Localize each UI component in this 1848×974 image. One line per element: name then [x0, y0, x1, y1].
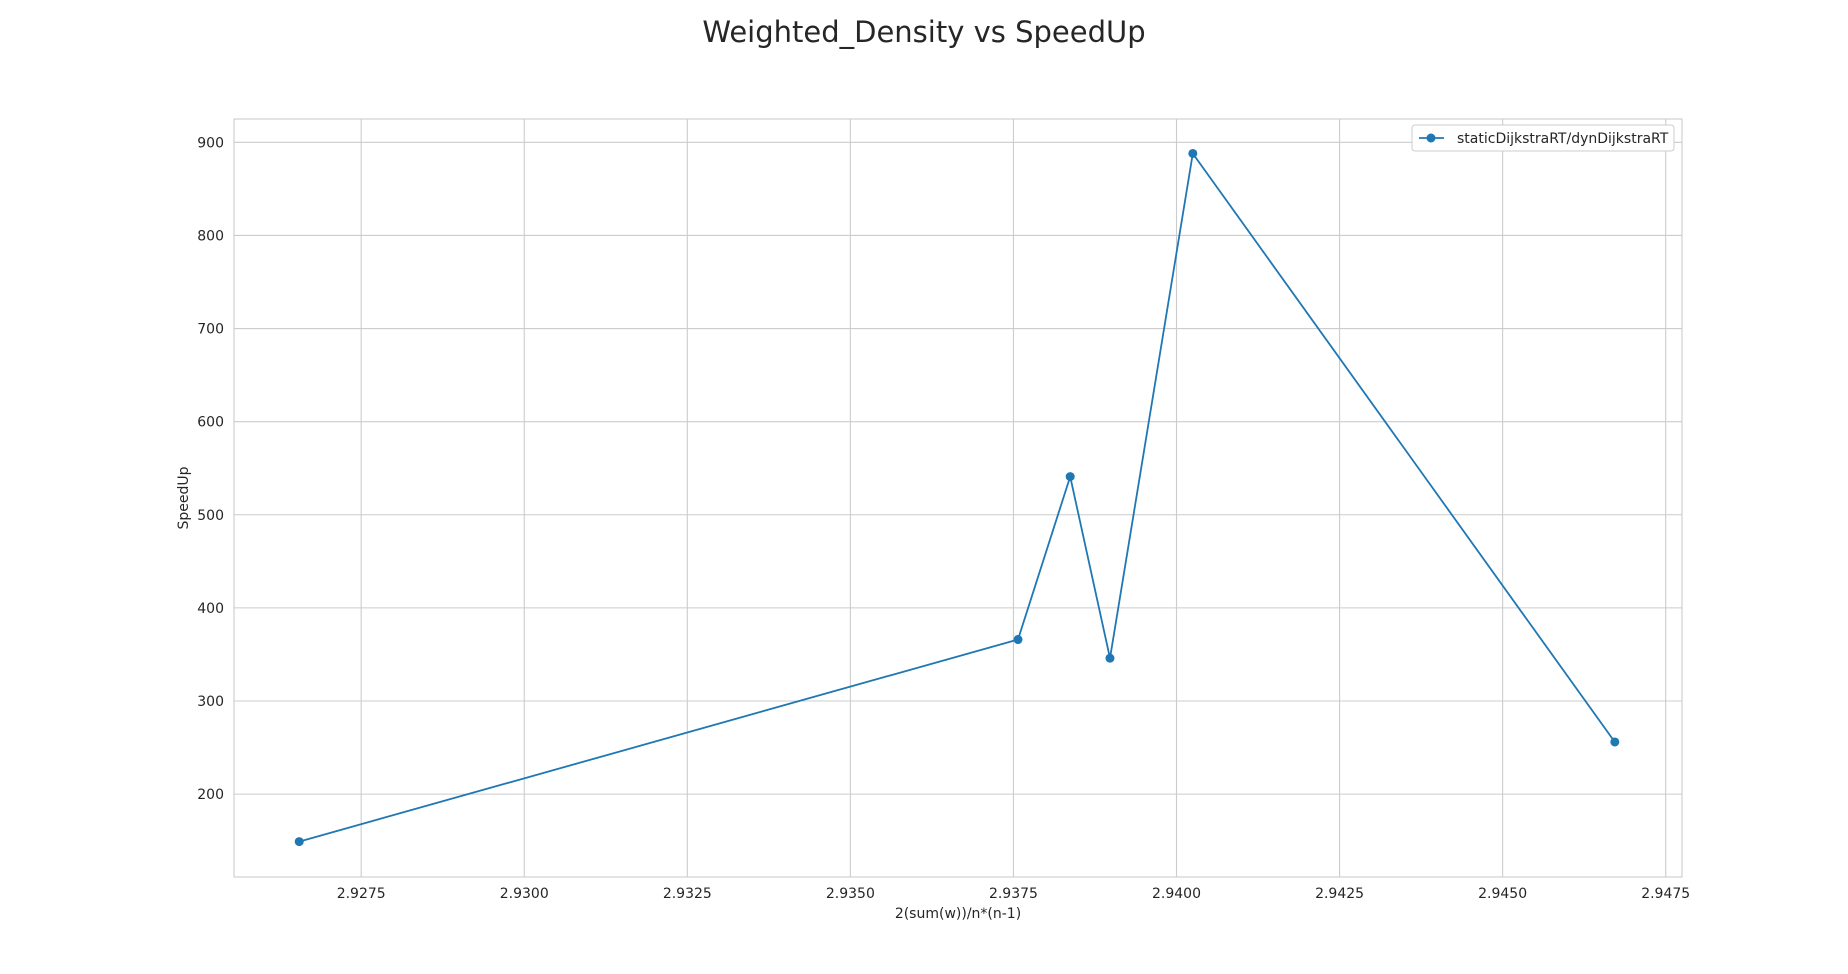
- y-tick-label: 600: [197, 415, 224, 431]
- data-point: [1105, 653, 1115, 663]
- y-tick-labels: 200 300 400 500 600 700 800 900: [197, 135, 224, 803]
- y-tick-label: 700: [197, 322, 224, 338]
- x-tick-label: 2.9300: [500, 886, 549, 902]
- legend: staticDijkstraRT/dynDijkstraRT: [1411, 124, 1675, 152]
- x-tick-label: 2.9325: [663, 886, 712, 902]
- data-point: [1065, 472, 1075, 482]
- x-tick-label: 2.9375: [989, 886, 1038, 902]
- data-point: [1013, 635, 1023, 645]
- x-tick-label: 2.9275: [337, 886, 386, 902]
- legend-box: [1411, 124, 1675, 152]
- series-layer: [294, 148, 1620, 847]
- y-tick-label: 300: [197, 694, 224, 710]
- x-tick-labels: 2.9275 2.9300 2.9325 2.9350 2.9375 2.9400 2.94…: [337, 886, 1691, 902]
- y-tick-label: 500: [197, 508, 224, 524]
- x-grid: [360, 119, 1667, 877]
- x-tick-label: 2.9450: [1478, 886, 1527, 902]
- y-tick-label: 800: [197, 228, 224, 244]
- x-tick-label: 2.9425: [1315, 886, 1364, 902]
- x-tick-label: 2.9475: [1641, 886, 1690, 902]
- chart-title: Weighted_Density vs SpeedUp: [702, 15, 1145, 49]
- legend-label: staticDijkstraRT/dynDijkstraRT: [1457, 131, 1669, 147]
- y-tick-label: 200: [197, 787, 224, 803]
- data-point: [1610, 737, 1620, 747]
- legend-marker: [1426, 133, 1436, 143]
- y-grid: [234, 141, 1682, 795]
- x-axis-label: 2(sum(w))/n*(n-1): [895, 906, 1021, 922]
- x-tick-label: 2.9350: [826, 886, 875, 902]
- y-tick-label: 900: [197, 135, 224, 151]
- x-tick-label: 2.9400: [1152, 886, 1201, 902]
- data-point: [294, 837, 304, 847]
- data-point: [1188, 148, 1198, 158]
- y-axis-label: SpeedUp: [176, 466, 192, 529]
- plot-frame: [233, 118, 1683, 878]
- y-tick-label: 400: [197, 601, 224, 617]
- series-line: [298, 152, 1616, 843]
